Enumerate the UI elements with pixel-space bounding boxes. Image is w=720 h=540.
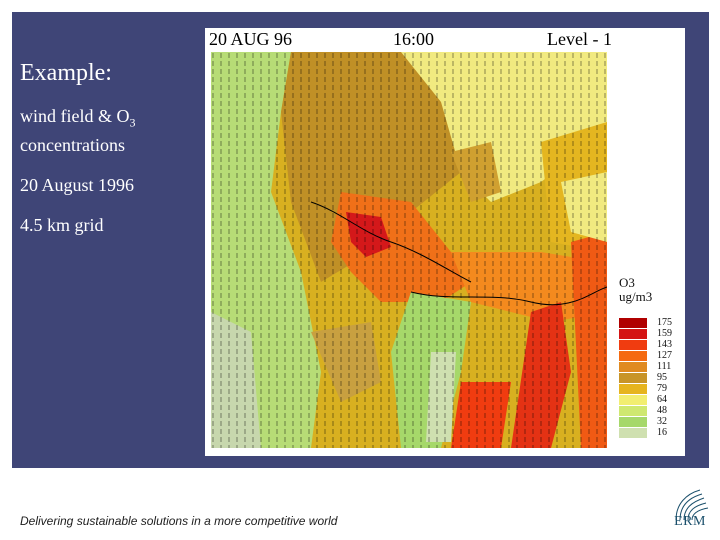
erm-logo-icon [675, 489, 709, 521]
legend-swatch [619, 406, 647, 416]
legend-label: 64 [657, 394, 667, 405]
legend-swatch [619, 329, 647, 339]
legend-item: 159 [619, 328, 685, 339]
legend-swatch [619, 417, 647, 427]
legend-item: 16 [619, 427, 685, 438]
legend-item: 175 [619, 317, 685, 328]
legend-swatch [619, 373, 647, 383]
legend-label: 16 [657, 427, 667, 438]
grid-text: 4.5 km grid [20, 214, 104, 235]
legend-label: 48 [657, 405, 667, 416]
legend-swatch [619, 340, 647, 350]
legend-label: 95 [657, 372, 667, 383]
logo-text: ERM [674, 514, 706, 529]
date-text: 20 August 1996 [20, 174, 135, 195]
legend-title-units: ug/m3 [619, 289, 653, 304]
legend-swatch [619, 384, 647, 394]
map-date-label: 20 AUG 96 [209, 29, 293, 49]
map-time-label: 16:00 [393, 29, 435, 49]
legend-label: 143 [657, 339, 672, 350]
legend-title: O3 ug/m3 [619, 276, 652, 304]
sidebar: Example: wind field & O3 concentrations … [20, 50, 190, 254]
ozone-map-figure: 20 AUG 96 16:00 Level - 1 O3 ug/m3 [205, 28, 685, 456]
legend-label: 111 [657, 361, 672, 372]
legend-item: 127 [619, 350, 685, 361]
footer-tagline: Delivering sustainable solutions in a mo… [20, 514, 338, 528]
legend-item: 111 [619, 361, 685, 372]
legend-label: 175 [657, 317, 672, 328]
description: wind field & O3 concentrations [20, 105, 190, 156]
legend-swatch [619, 318, 647, 328]
legend-swatch [619, 351, 647, 361]
legend-item: 48 [619, 405, 685, 416]
description-subscript: 3 [129, 115, 136, 130]
legend-label: 127 [657, 350, 672, 361]
description-tail: concentrations [20, 134, 125, 155]
concentration-map [211, 52, 607, 448]
legend-item: 32 [619, 416, 685, 427]
description-text: wind field & O [20, 106, 130, 126]
legend-item: 95 [619, 372, 685, 383]
coastline-lines [310, 201, 607, 306]
legend-swatch [619, 395, 647, 405]
legend-item: 79 [619, 383, 685, 394]
map-level-label: Level - 1 [547, 29, 612, 49]
legend-item: 64 [619, 394, 685, 405]
legend-item: 143 [619, 339, 685, 350]
legend-label: 32 [657, 416, 667, 427]
legend-label: 159 [657, 328, 672, 339]
legend-label: 79 [657, 383, 667, 394]
map-header: 20 AUG 96 16:00 Level - 1 [205, 28, 685, 50]
legend-swatch [619, 362, 647, 372]
legend-title-species: O3 [619, 275, 635, 290]
wind-vector-field [211, 52, 607, 448]
slide-title: Example: [20, 60, 112, 86]
legend-swatch [619, 428, 647, 438]
